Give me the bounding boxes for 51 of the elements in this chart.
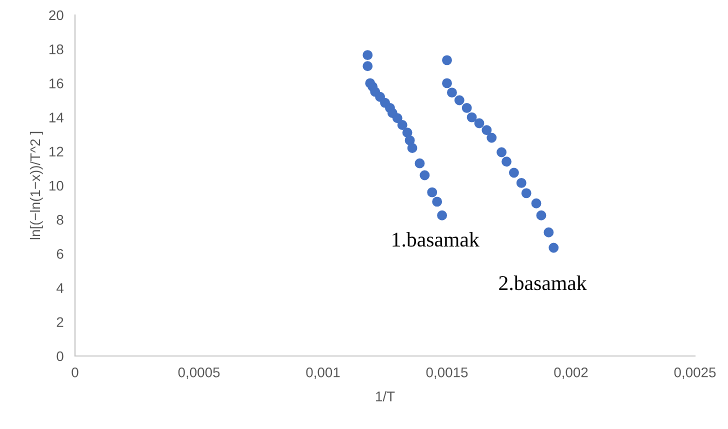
point [516,178,526,188]
y-tick-label: 18 [50,44,64,54]
point [442,78,452,88]
y-tick-label: 0 [56,351,64,362]
point [402,128,412,138]
y-tick-label: 8 [56,214,64,225]
point [362,61,373,72]
x-tick-label: 0,0015 [426,367,468,379]
point [521,188,532,198]
point [544,227,554,238]
y-tick-label: 2 [56,317,64,327]
x-tick-label: 0 [72,367,78,378]
point [397,120,408,130]
point [362,50,373,60]
point [496,147,507,158]
point [482,125,492,136]
point [466,112,477,122]
point [414,158,425,168]
point [407,143,418,153]
point [442,55,452,66]
point [486,132,497,143]
point [548,242,559,253]
point [474,118,484,128]
y-tick-label: 12 [50,146,64,156]
point [427,187,438,198]
annotation: 1.basamak [392,232,480,247]
point [508,168,519,178]
point [454,95,464,106]
y-tick-label: 14 [50,112,64,122]
y-tick-label: 16 [50,78,64,88]
point [536,210,546,220]
point [462,102,472,113]
annotation: 2.basamak [499,276,587,290]
point [531,198,542,208]
y-tick-label: 4 [56,283,64,293]
x-tick-label: 0,002 [554,367,588,379]
y-axis-title: ln[(−ln(1−x))/T^2 ] [30,132,43,240]
point [420,170,430,180]
point [432,196,442,207]
y-tick-label: 6 [56,249,64,259]
y-tick-label: 10 [50,180,64,191]
x-tick-label: 0,001 [306,367,340,379]
point [446,88,457,98]
point [502,156,512,167]
x-axis-title: 1/T [376,391,395,402]
point [392,113,402,124]
point [404,135,415,146]
x-tick-label: 0,0025 [674,367,716,379]
point [437,210,448,220]
x-tick-label: 0,0005 [178,367,220,379]
y-tick-label: 20 [49,10,64,20]
